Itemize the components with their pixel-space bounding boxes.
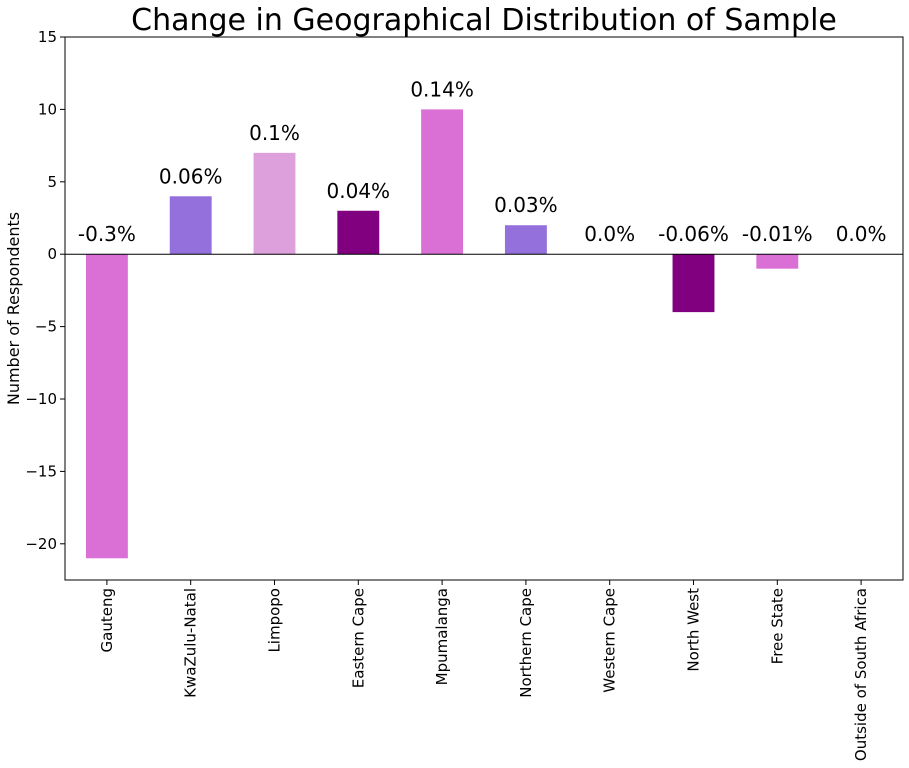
bar-northern-cape bbox=[504, 225, 547, 255]
y-tick-label: −20 bbox=[25, 535, 57, 553]
data-labels-group: -0.3% 0.06% 0.1% 0.04% 0.14% 0.03% 0.0% -0.06% -… bbox=[78, 77, 887, 246]
y-tick-label: 5 bbox=[47, 173, 57, 191]
data-label: 0.04% bbox=[327, 179, 391, 203]
data-label: 0.1% bbox=[249, 121, 300, 145]
bar-mpumalanga bbox=[421, 109, 464, 255]
y-tick-label: −5 bbox=[35, 318, 57, 336]
data-label: -0.3% bbox=[78, 222, 136, 246]
x-axis: Gauteng KwaZulu-Natal Limpopo Eastern Cape M… bbox=[98, 580, 870, 761]
x-category-label: Outside of South Africa bbox=[852, 588, 870, 761]
bars-group bbox=[85, 109, 799, 559]
bar-eastern-cape bbox=[337, 210, 380, 255]
data-label: 0.14% bbox=[410, 77, 474, 101]
chart-title: Change in Geographical Distribution of S… bbox=[131, 3, 837, 38]
x-category-label: North West bbox=[685, 588, 703, 672]
data-label: -0.01% bbox=[742, 222, 813, 246]
data-label: 0.03% bbox=[494, 193, 558, 217]
bar-gauteng bbox=[85, 254, 128, 559]
bar-free-state bbox=[756, 254, 799, 269]
y-tick-label: 10 bbox=[38, 100, 57, 118]
x-category-label: Northern Cape bbox=[517, 588, 535, 698]
x-category-label: Free State bbox=[768, 588, 786, 664]
y-tick-label: −10 bbox=[25, 390, 57, 408]
data-label: 0.06% bbox=[159, 164, 223, 188]
x-category-label: Limpopo bbox=[266, 588, 284, 653]
y-tick-label: 0 bbox=[47, 245, 57, 263]
bar-limpopo bbox=[253, 152, 296, 255]
x-category-label: Western Cape bbox=[601, 588, 619, 693]
bar-north-west bbox=[672, 254, 715, 313]
y-tick-label: −15 bbox=[25, 462, 57, 480]
data-label: 0.0% bbox=[584, 222, 635, 246]
data-label: 0.0% bbox=[836, 222, 887, 246]
x-category-label: Gauteng bbox=[98, 588, 116, 652]
plot-frame bbox=[64, 36, 904, 581]
y-tick-label: 15 bbox=[38, 28, 57, 46]
data-label: -0.06% bbox=[658, 222, 729, 246]
x-category-label: Eastern Cape bbox=[349, 588, 367, 688]
x-category-label: KwaZulu-Natal bbox=[182, 588, 200, 698]
x-category-label: Mpumalanga bbox=[433, 588, 451, 685]
y-axis: 15 10 5 0 −5 −10 −15 −20 bbox=[25, 28, 65, 553]
y-axis-label: Number of Respondents bbox=[4, 212, 23, 405]
bar-kwazulu-natal bbox=[169, 196, 212, 255]
